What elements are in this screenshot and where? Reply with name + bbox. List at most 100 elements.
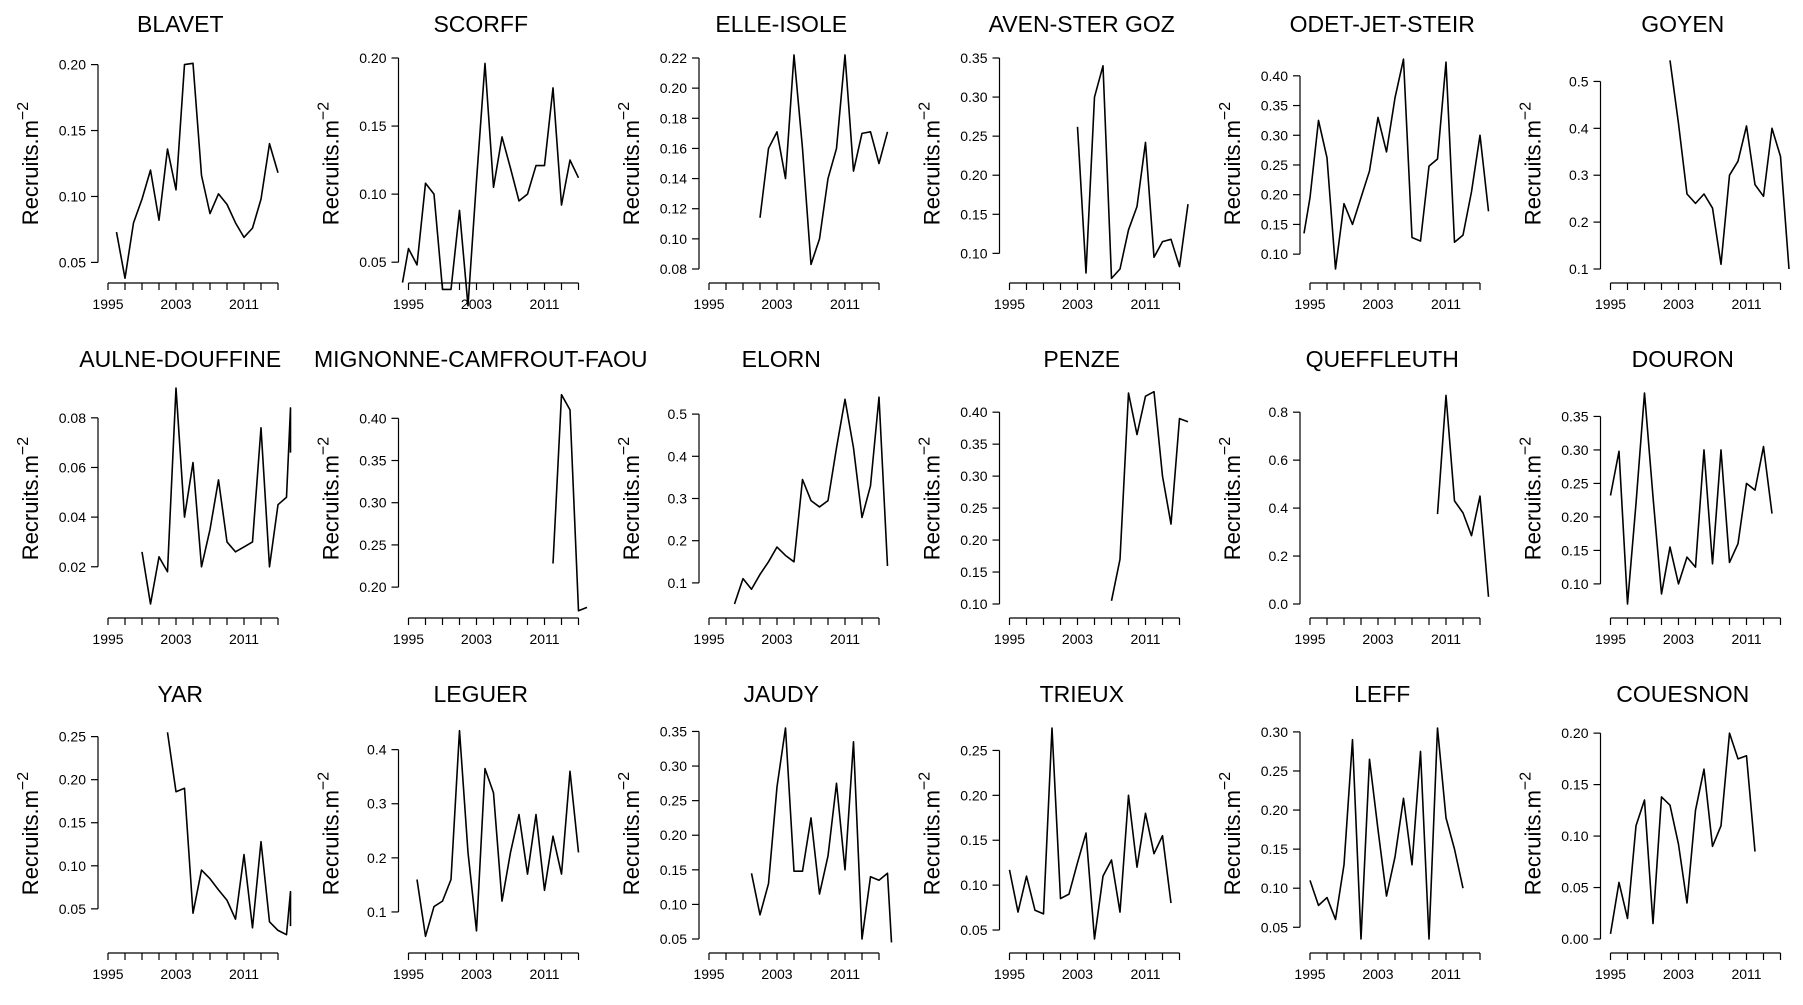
y-axis-title: Recruits.m−2 xyxy=(917,102,945,225)
x-tick-label: 1995 xyxy=(393,966,424,982)
y-tick-label: 0.25 xyxy=(1261,763,1288,779)
y-axis-title-exponent: −2 xyxy=(316,102,333,120)
panel-aulne-douffine: AULNE-DOUFFINE 0.02 0.04 0.06 0.08 Recruits.m… xyxy=(15,346,292,647)
x-tick-label: 2003 xyxy=(1663,966,1694,982)
y-axis-title: Recruits.m−2 xyxy=(1518,437,1546,560)
x-tick-label: 1995 xyxy=(693,631,724,647)
y-tick-label: 0.3 xyxy=(367,796,387,812)
y-tick-label: 0.05 xyxy=(359,254,386,270)
y-tick-label: 0.15 xyxy=(960,832,987,848)
y-axis-title-exponent: −2 xyxy=(616,437,633,455)
x-tick-label: 2011 xyxy=(229,966,259,982)
y-tick-label: 0.20 xyxy=(1261,187,1288,203)
panel-aven-ster-goz: AVEN-STER GOZ 0.10 0.15 0.20 0.25 0.30 0.35 Rec… xyxy=(917,11,1189,312)
y-axis-title-exponent: −2 xyxy=(316,437,333,455)
y-axis-title-exponent: −2 xyxy=(1518,102,1535,120)
panel-trieux: TRIEUX 0.05 0.10 0.15 0.20 0.25 Recruits.m−2 19… xyxy=(917,681,1181,982)
y-tick-label: 0.25 xyxy=(1561,475,1588,491)
panel-title: PENZE xyxy=(1043,346,1120,372)
series-line xyxy=(1609,732,1756,934)
y-tick-label: 0.10 xyxy=(1261,880,1288,896)
series-line xyxy=(1609,392,1773,605)
y-axis-title: Recruits.m−2 xyxy=(1518,102,1546,225)
y-axis-title-exponent: −2 xyxy=(15,437,32,455)
y-axis-title: Recruits.m−2 xyxy=(316,437,344,560)
x-tick-label: 2011 xyxy=(1431,296,1461,312)
y-tick-label: 0.25 xyxy=(359,537,386,553)
y-tick-label: 0.30 xyxy=(960,468,987,484)
y-tick-label: 0.10 xyxy=(1261,246,1288,262)
panel-queffleuth: QUEFFLEUTH 0.0 0.2 0.4 0.6 0.8 Recruits.m−2 199… xyxy=(1217,346,1490,647)
y-tick-label: 0.06 xyxy=(59,459,86,475)
x-tick-label: 1995 xyxy=(1595,296,1626,312)
y-axis-title-text: Recruits.m xyxy=(1521,455,1546,560)
panel-title: BLAVET xyxy=(137,11,224,37)
y-tick-label: 0.30 xyxy=(960,89,987,105)
y-tick-label: 0.05 xyxy=(59,254,86,270)
x-tick-label: 2011 xyxy=(1431,966,1461,982)
series-line xyxy=(1076,65,1189,280)
panel-goyen: GOYEN 0.1 0.2 0.3 0.4 0.5 Recruits.m−2 1995 2003… xyxy=(1518,11,1790,312)
y-axis-title-exponent: −2 xyxy=(917,772,934,790)
y-tick-label: 0.05 xyxy=(1561,880,1588,896)
y-axis-title: Recruits.m−2 xyxy=(15,772,43,895)
y-tick-label: 0.10 xyxy=(59,188,86,204)
y-tick-label: 0.20 xyxy=(59,57,86,73)
y-axis-title-text: Recruits.m xyxy=(920,120,945,225)
x-tick-label: 1995 xyxy=(1294,296,1325,312)
panel-blavet: BLAVET 0.05 0.10 0.15 0.20 Recruits.m−2 1995 20… xyxy=(15,11,279,312)
y-tick-label: 0.15 xyxy=(1261,216,1288,232)
y-tick-label: 0.10 xyxy=(660,896,687,912)
y-tick-label: 0.05 xyxy=(59,901,86,917)
y-tick-label: 0.20 xyxy=(1261,802,1288,818)
panel-jaudy: JAUDY 0.05 0.10 0.15 0.20 0.25 0.30 0.35 Recruit… xyxy=(616,681,893,982)
y-axis-title-exponent: −2 xyxy=(1217,772,1234,790)
y-tick-label: 0.25 xyxy=(960,500,987,516)
panel-leff: LEFF 0.05 0.10 0.15 0.20 0.25 0.30 Recruits.m−2… xyxy=(1217,681,1481,982)
panel-douron: DOURON 0.10 0.15 0.20 0.25 0.30 0.35 Recruits.m… xyxy=(1518,346,1782,647)
y-tick-label: 0.35 xyxy=(660,723,687,739)
panel-title: COUESNON xyxy=(1616,681,1749,707)
x-tick-label: 1995 xyxy=(92,966,123,982)
y-tick-label: 0.10 xyxy=(359,186,386,202)
y-axis-title: Recruits.m−2 xyxy=(316,102,344,225)
y-axis-title: Recruits.m−2 xyxy=(616,102,644,225)
series-line xyxy=(1436,394,1490,597)
y-tick-label: 0.25 xyxy=(59,729,86,745)
series-line xyxy=(1669,60,1790,270)
y-tick-label: 0.16 xyxy=(660,140,687,156)
panel-title: AULNE-DOUFFINE xyxy=(79,346,281,372)
y-axis-title-text: Recruits.m xyxy=(319,120,344,225)
y-tick-label: 0.15 xyxy=(660,862,687,878)
series-line xyxy=(141,387,292,605)
y-tick-label: 0.10 xyxy=(1561,828,1588,844)
y-tick-label: 0.10 xyxy=(960,877,987,893)
y-tick-label: 0.20 xyxy=(59,772,86,788)
y-tick-label: 0.2 xyxy=(367,850,387,866)
y-tick-label: 0.08 xyxy=(59,410,86,426)
y-tick-label: 0.40 xyxy=(1261,68,1288,84)
y-axis-title-text: Recruits.m xyxy=(619,455,644,560)
y-tick-label: 0.1 xyxy=(668,575,688,591)
y-tick-label: 0.10 xyxy=(660,231,687,247)
x-tick-label: 2011 xyxy=(529,296,559,312)
y-axis-title-text: Recruits.m xyxy=(1220,120,1245,225)
y-tick-label: 0.1 xyxy=(1569,261,1589,277)
y-axis-title: Recruits.m−2 xyxy=(316,772,344,895)
y-tick-label: 0.15 xyxy=(1261,841,1288,857)
x-tick-label: 2003 xyxy=(1362,631,1393,647)
y-tick-label: 0.15 xyxy=(960,564,987,580)
y-axis-title-text: Recruits.m xyxy=(619,120,644,225)
y-axis-title: Recruits.m−2 xyxy=(1217,437,1245,560)
x-tick-label: 2011 xyxy=(529,966,559,982)
x-tick-label: 2003 xyxy=(761,296,792,312)
y-tick-label: 0.18 xyxy=(660,110,687,126)
y-axis-title-exponent: −2 xyxy=(316,772,333,790)
y-tick-label: 0.4 xyxy=(1569,120,1589,136)
y-tick-label: 0.00 xyxy=(1561,931,1588,947)
y-tick-label: 0.35 xyxy=(359,453,386,469)
y-tick-label: 0.40 xyxy=(359,410,386,426)
x-tick-label: 2011 xyxy=(830,966,860,982)
y-tick-label: 0.10 xyxy=(1561,576,1588,592)
y-tick-label: 0.30 xyxy=(1261,724,1288,740)
